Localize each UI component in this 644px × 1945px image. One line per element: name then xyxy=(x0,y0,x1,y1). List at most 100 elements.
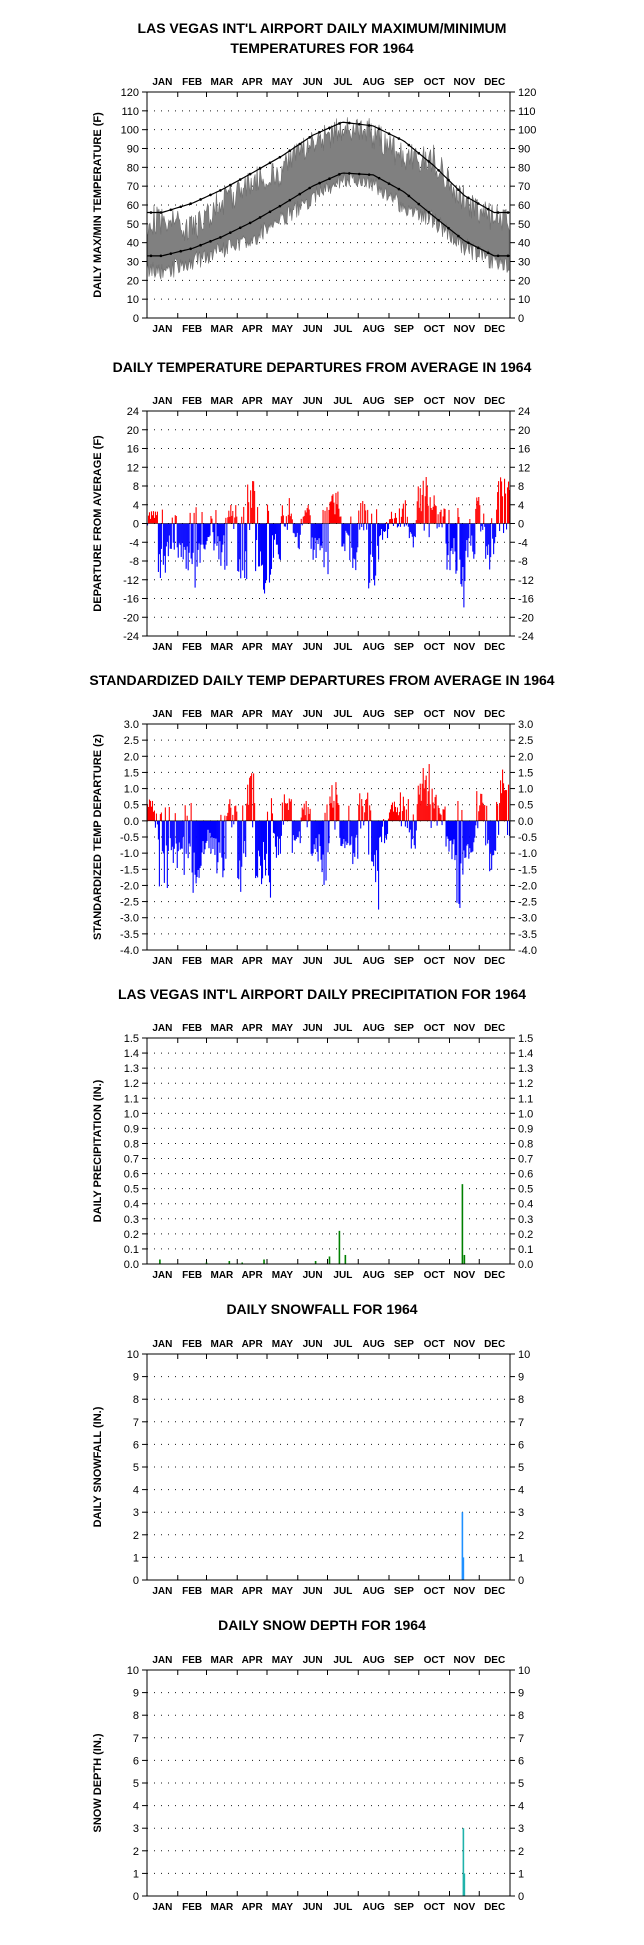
y-tick-label-left: 20 xyxy=(127,275,139,287)
month-label-top: OCT xyxy=(424,709,445,720)
y-tick-label-right: 4 xyxy=(518,1801,524,1813)
plot-frame xyxy=(146,1669,511,1897)
month-label-top: AUG xyxy=(363,1339,385,1350)
month-label-bottom: DEC xyxy=(484,1902,505,1913)
normal-point xyxy=(258,216,262,219)
y-tick-label-left: 0.2 xyxy=(124,1229,139,1241)
month-label-top: FEB xyxy=(182,396,202,407)
y-tick-label-left: 20 xyxy=(127,425,139,437)
month-label-top: SEP xyxy=(394,1339,414,1350)
month-label-top: JUL xyxy=(333,396,352,407)
y-tick-label-right: 12 xyxy=(518,462,530,474)
y-tick-label-left: 100 xyxy=(121,125,139,137)
chart-title: DAILY SNOW DEPTH FOR 1964 xyxy=(218,1617,426,1633)
plot-frame xyxy=(146,1353,511,1581)
month-label-bottom: MAR xyxy=(210,642,234,653)
y-tick-label-left: 0.1 xyxy=(124,1244,139,1256)
y-tick-label-right: 1.0 xyxy=(518,784,533,796)
month-label-top: AUG xyxy=(363,1023,385,1034)
month-label-top: JAN xyxy=(152,1023,172,1034)
y-tick-label-left: -1.5 xyxy=(120,864,139,876)
month-label-bottom: NOV xyxy=(454,1270,476,1281)
month-label-bottom: MAR xyxy=(210,1586,234,1597)
month-label-top: APR xyxy=(242,77,264,88)
y-tick-label-left: 8 xyxy=(133,1394,139,1406)
y-tick-label-left: 5 xyxy=(133,1462,139,1474)
y-tick-label-left: 70 xyxy=(127,181,139,193)
y-tick-label-left: -12 xyxy=(123,575,139,587)
chart-panel-2: DAILY TEMPERATURE DEPARTURES FROM AVERAG… xyxy=(92,359,534,653)
normal-point xyxy=(149,211,153,214)
month-label-top: JUL xyxy=(333,1023,352,1034)
observed-range-area xyxy=(146,117,510,280)
y-tick-label-right: 120 xyxy=(518,87,536,99)
y-tick-label-right: 2 xyxy=(518,1530,524,1542)
month-label-top: MAY xyxy=(272,1339,294,1350)
y-tick-label-left: 2.0 xyxy=(124,751,139,763)
y-tick-label-left: 4 xyxy=(133,1485,139,1497)
normal-point xyxy=(496,211,500,214)
y-tick-label-left: 1.0 xyxy=(124,1108,139,1120)
month-label-bottom: MAR xyxy=(210,1902,234,1913)
y-tick-label-left: 60 xyxy=(127,200,139,212)
normal-point xyxy=(328,177,331,180)
month-label-top: FEB xyxy=(182,77,202,88)
y-tick-label-right: 0.8 xyxy=(518,1138,533,1150)
y-tick-label-left: 1 xyxy=(133,1868,139,1880)
normal-point xyxy=(288,198,292,202)
month-label-bottom: NOV xyxy=(454,1902,476,1913)
month-label-bottom: DEC xyxy=(484,956,505,967)
month-label-bottom: OCT xyxy=(424,1902,445,1913)
month-label-bottom: FEB xyxy=(182,1270,202,1281)
y-tick-label-left: 10 xyxy=(127,1349,139,1361)
month-label-bottom: MAY xyxy=(272,324,294,335)
normal-point xyxy=(248,172,252,176)
y-tick-label-left: 3 xyxy=(133,1507,139,1519)
month-label-bottom: APR xyxy=(242,956,264,967)
y-tick-label-left: 3.0 xyxy=(124,719,139,731)
month-label-top: MAR xyxy=(210,709,234,720)
month-label-bottom: FEB xyxy=(182,1586,202,1597)
y-tick-label-right: -2.5 xyxy=(518,897,537,909)
normal-point xyxy=(447,178,450,182)
y-tick-label-left: 90 xyxy=(127,144,139,156)
y-tick-label-right: 30 xyxy=(518,257,530,269)
normal-point xyxy=(189,247,192,251)
normal-point xyxy=(407,143,411,147)
y-tick-label-right: -0.5 xyxy=(518,832,537,844)
month-label-bottom: DEC xyxy=(484,324,505,335)
y-tick-label-left: 0 xyxy=(133,1575,139,1587)
month-label-top: DEC xyxy=(484,1023,505,1034)
normal-point xyxy=(357,172,361,176)
month-label-top: APR xyxy=(242,1339,264,1350)
y-tick-label-right: -12 xyxy=(518,575,534,587)
y-tick-label-right: 0.5 xyxy=(518,800,533,812)
y-tick-label-right: 70 xyxy=(518,181,530,193)
y-tick-label-right: 1.2 xyxy=(518,1078,533,1090)
y-tick-label-right: -4 xyxy=(518,537,528,549)
y-tick-label-right: 3 xyxy=(518,1507,524,1519)
month-label-top: OCT xyxy=(424,396,445,407)
y-tick-label-right: -20 xyxy=(518,612,534,624)
normal-point xyxy=(258,167,262,170)
y-tick-label-right: 2.5 xyxy=(518,735,533,747)
normal-point xyxy=(348,121,351,125)
normal-point xyxy=(457,234,460,238)
normal-point xyxy=(238,226,242,230)
month-label-top: DEC xyxy=(484,1655,505,1666)
month-label-bottom: JAN xyxy=(152,1902,172,1913)
normal-point xyxy=(328,126,331,130)
y-tick-label-left: -4.0 xyxy=(120,945,139,957)
y-tick-label-right: 6 xyxy=(518,1439,524,1451)
month-label-top: SEP xyxy=(394,709,414,720)
normal-point xyxy=(229,231,232,234)
y-tick-label-left: 8 xyxy=(133,481,139,493)
month-label-top: JAN xyxy=(152,1339,172,1350)
month-label-top: NOV xyxy=(454,396,476,407)
month-label-bottom: APR xyxy=(242,1586,264,1597)
y-tick-label-left: 1.5 xyxy=(124,767,139,779)
y-tick-label-right: 0.5 xyxy=(518,1184,533,1196)
normal-point xyxy=(219,189,222,192)
y-tick-label-right: 4 xyxy=(518,500,524,512)
